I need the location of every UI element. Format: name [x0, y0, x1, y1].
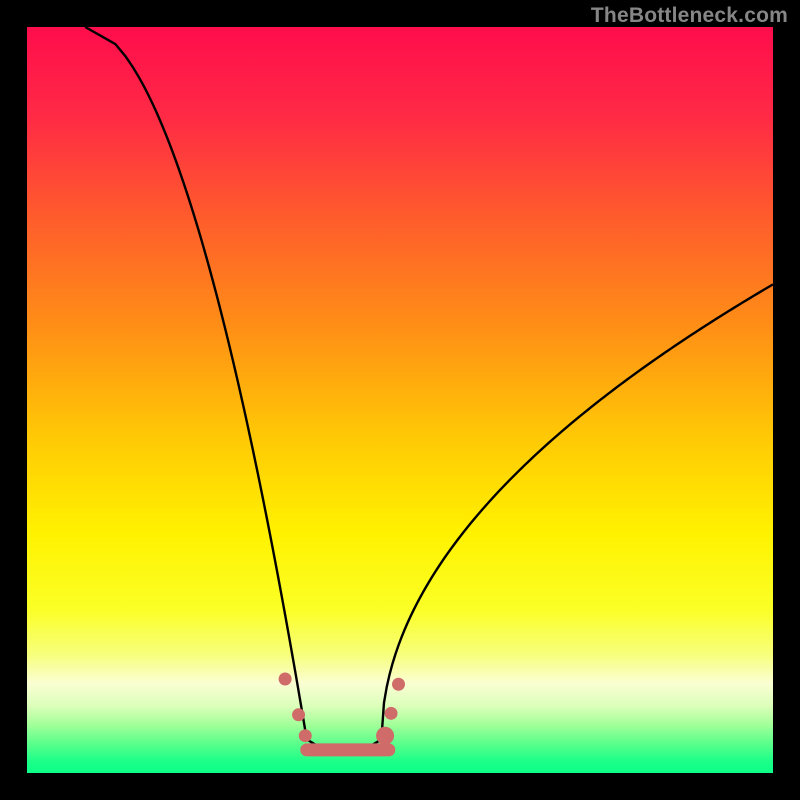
curve-marker	[376, 727, 394, 745]
gradient-background	[27, 27, 773, 773]
curve-marker	[299, 729, 312, 742]
curve-marker	[279, 673, 292, 686]
chart-container: TheBottleneck.com	[0, 0, 800, 800]
curve-marker	[385, 707, 398, 720]
curve-marker	[392, 678, 405, 691]
bottleneck-chart	[0, 0, 800, 800]
curve-marker	[292, 708, 305, 721]
watermark-text: TheBottleneck.com	[591, 4, 788, 28]
